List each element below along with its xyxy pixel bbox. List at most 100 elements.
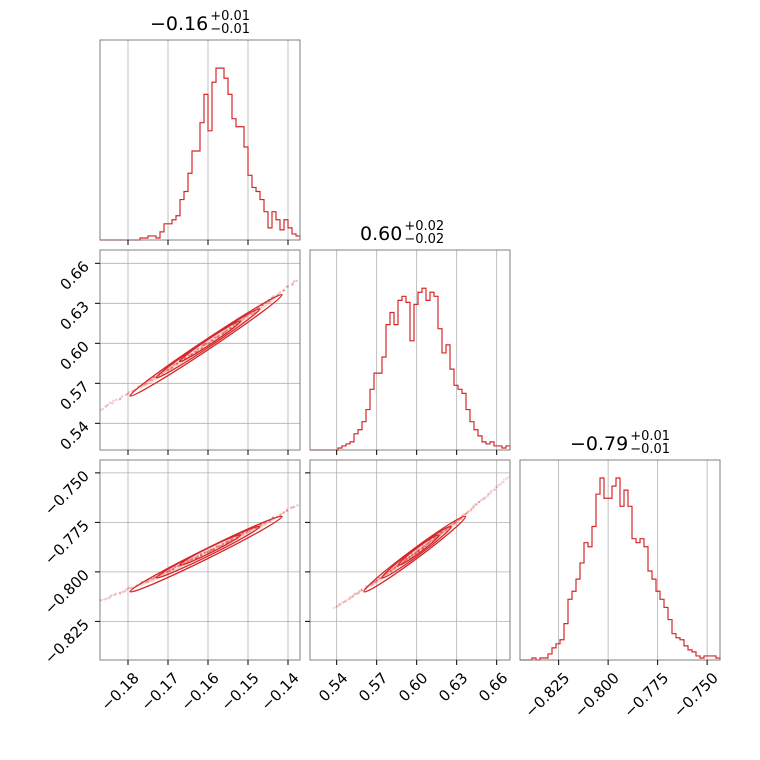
- scatter-point: [127, 391, 130, 394]
- y-tick-label: −0.825: [41, 615, 93, 667]
- scatter-point: [169, 367, 173, 370]
- scatter-point: [477, 500, 480, 504]
- scatter-point: [212, 547, 216, 551]
- scatter-point: [104, 405, 107, 408]
- scatter-panel-2-3-frame: [309, 459, 511, 661]
- scatter-point: [120, 395, 124, 398]
- scatter-point: [215, 545, 219, 548]
- scatter-panel-2-3-contour-1: [363, 515, 467, 593]
- panel-title-lower-2: −0.02: [404, 232, 444, 247]
- scatter-point: [389, 570, 393, 573]
- scatter-panel-1-2-density: [139, 297, 277, 389]
- scatter-point: [129, 586, 133, 590]
- scatter-point: [171, 365, 174, 369]
- scatter-point: [167, 368, 170, 371]
- scatter-point: [223, 330, 227, 333]
- scatter-point: [289, 506, 293, 509]
- x-tick-label: −0.825: [521, 669, 573, 721]
- scatter-point: [176, 362, 179, 365]
- x-tick-label: 0.57: [355, 669, 391, 705]
- scatter-point: [105, 404, 108, 408]
- scatter-point: [165, 571, 169, 574]
- data-layer: [99, 67, 721, 661]
- scatter-point: [227, 540, 230, 543]
- scatter-point: [441, 530, 445, 534]
- scatter-point: [497, 483, 501, 487]
- scatter-panel-1-2-frame: [99, 249, 301, 451]
- scatter-point: [357, 591, 360, 594]
- x-tick-label: −0.15: [218, 669, 263, 714]
- scatter-point: [335, 605, 338, 609]
- scatter-point: [352, 594, 355, 598]
- scatter-point: [123, 590, 127, 593]
- x-tick-label: 0.54: [315, 669, 351, 705]
- scatter-point: [199, 553, 203, 556]
- scatter-point: [107, 596, 111, 600]
- x-tick-label: −0.18: [98, 669, 143, 714]
- scatter-point: [196, 555, 199, 558]
- scatter-point: [221, 542, 225, 546]
- scatter-point: [467, 510, 470, 513]
- scatter-point: [242, 317, 245, 320]
- scatter-point: [101, 407, 105, 411]
- scatter-point: [291, 282, 294, 285]
- scatter-point: [486, 493, 490, 496]
- scatter-point: [283, 510, 286, 514]
- scatter-point: [252, 311, 256, 314]
- scatter-point: [119, 397, 122, 400]
- scatter-point: [225, 540, 229, 544]
- scatter-point: [405, 557, 408, 560]
- scatter-point: [281, 511, 285, 515]
- scatter-panel-2-3-density: [371, 518, 463, 586]
- scatter-point: [356, 592, 359, 595]
- x-tick-label: −0.800: [571, 669, 623, 721]
- y-tick-label: −0.750: [41, 467, 93, 519]
- scatter-point: [343, 600, 347, 603]
- scatter-point: [394, 566, 397, 569]
- scatter-point: [360, 589, 364, 592]
- panel-title-upper-3: +0.01: [630, 429, 670, 444]
- scatter-point: [493, 488, 496, 492]
- scatter-point: [504, 477, 508, 481]
- scatter-point: [126, 392, 129, 396]
- scatter-point: [291, 506, 294, 509]
- panel-title-2: 0.60: [360, 223, 402, 245]
- scatter-point: [146, 580, 150, 583]
- x-tick-label: −0.750: [670, 669, 722, 721]
- scatter-point: [125, 587, 128, 591]
- scatter-point: [505, 476, 509, 480]
- x-tick-label: −0.17: [138, 669, 183, 714]
- scatter-point: [452, 522, 455, 526]
- scatter-point: [422, 545, 425, 548]
- scatter-point: [286, 285, 290, 288]
- scatter-point: [474, 503, 477, 506]
- scatter-point: [174, 565, 177, 569]
- scatter-point: [118, 398, 122, 401]
- scatter-point: [295, 279, 298, 283]
- scatter-point: [292, 280, 296, 283]
- scatter-point: [486, 494, 489, 498]
- scatter-panel-1-3-contour-3: [178, 534, 242, 566]
- scatter-panel-1-3-density: [139, 518, 277, 586]
- scatter-point: [150, 378, 154, 382]
- scatter-point: [424, 545, 427, 548]
- scatter-point: [176, 564, 180, 568]
- hist-panel-2-background: [310, 250, 510, 450]
- scatter-point: [332, 606, 335, 610]
- scatter-point: [344, 599, 348, 602]
- scatter-point: [196, 348, 200, 351]
- scatter-panel-1-2-contour-3: [178, 320, 242, 363]
- y-tick-label: 0.60: [56, 337, 92, 373]
- scatter-point: [470, 507, 473, 510]
- scatter-point: [111, 402, 114, 405]
- scatter-point: [453, 521, 457, 525]
- scatter-point: [248, 530, 251, 533]
- scatter-point: [171, 568, 175, 571]
- scatter-panel-1-3-frame: [99, 459, 301, 661]
- scatter-point: [496, 485, 499, 489]
- scatter-point: [186, 559, 190, 563]
- scatter-point: [171, 567, 175, 571]
- scatter-point: [118, 592, 122, 595]
- scatter-point: [421, 547, 425, 550]
